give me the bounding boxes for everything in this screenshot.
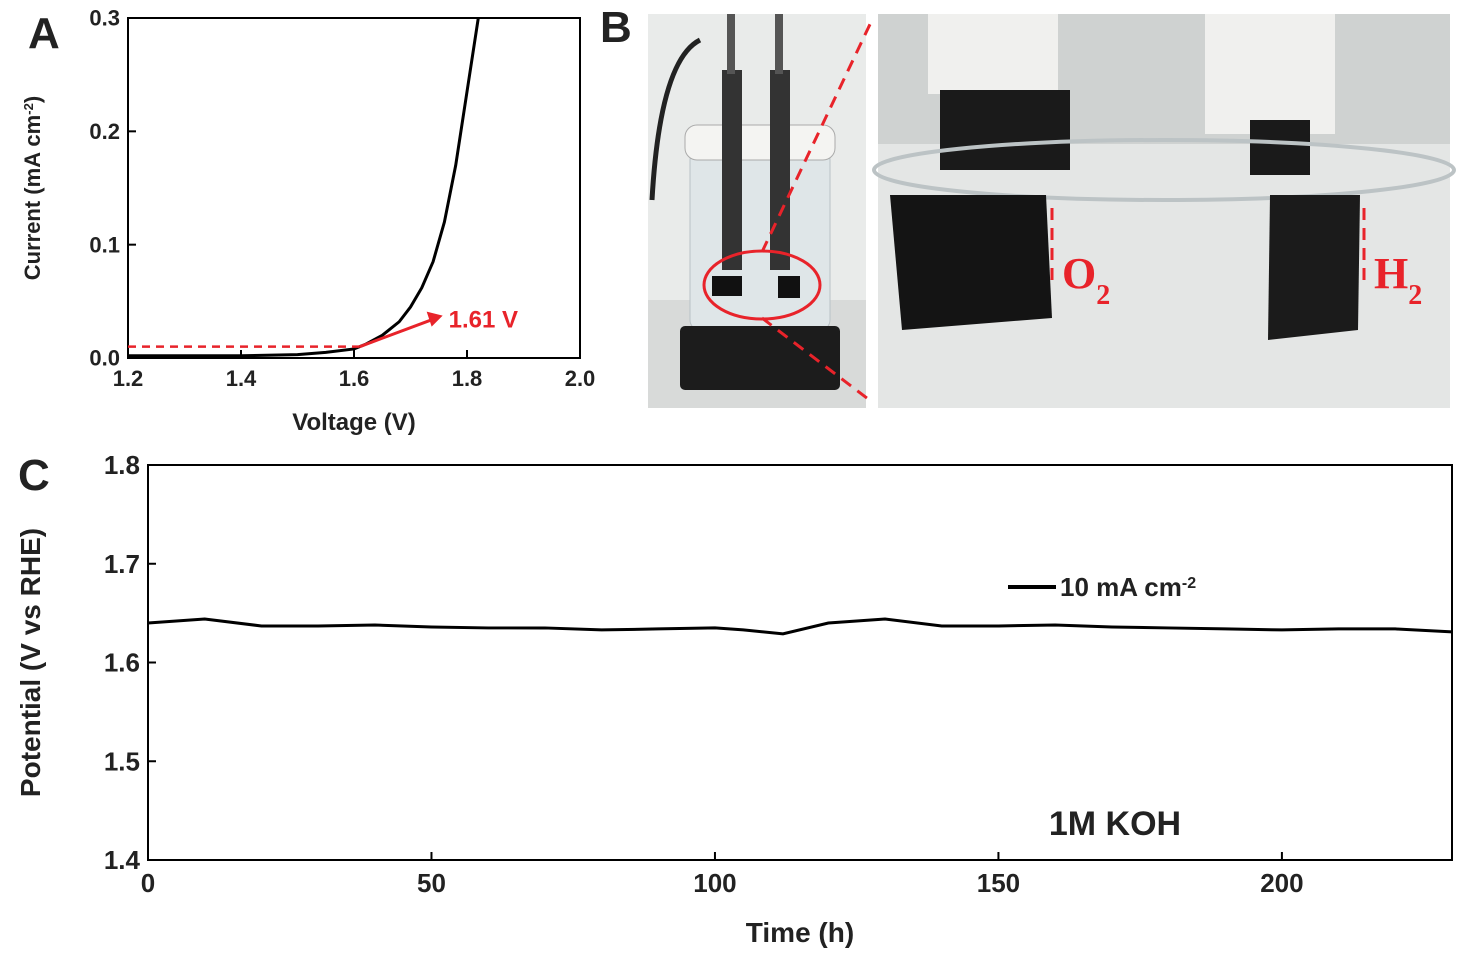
data-line [147,617,1453,636]
y-axis-label-part: ) [20,96,45,103]
zoom-lines [760,19,1366,404]
y-tick-label: 1.4 [104,845,141,875]
y-tick-label: 1.6 [104,648,140,678]
x-tick-label: 200 [1260,868,1303,898]
y-axis-label-part: Current (mA cm [20,115,45,280]
photo-left [648,14,866,408]
y-tick-label: 1.7 [104,549,140,579]
data-line [128,17,480,358]
x-tick-label: 1.2 [113,366,144,391]
label-main: O [1062,249,1096,298]
x-tick-label: 1.8 [452,366,483,391]
photo-label: H2 [1374,249,1422,311]
annotation-arrow [359,317,436,349]
y-tick-label: 0.0 [89,346,120,371]
label-sub: 2 [1408,280,1422,311]
label-main: H [1374,249,1408,298]
photo-label: O2 [1062,249,1110,311]
y-axis-label: Potential (V vs RHE) [15,528,46,797]
annotation: 1M KOH [1049,805,1181,843]
legend-text: 10 mA cm [1060,572,1182,602]
x-axis-label: Voltage (V) [292,409,416,436]
panel-label: A [28,9,60,58]
panel-label: B [600,3,632,52]
plot-frame [147,464,1453,861]
y-tick-label: 0.2 [89,119,120,144]
annotation: 1.61 V [449,307,518,334]
annotation-arrowhead [426,311,443,327]
x-tick-label: 50 [417,868,446,898]
photo-right [872,14,1456,408]
y-tick-label: 0.1 [89,232,120,257]
label-sub: 2 [1096,280,1110,311]
x-tick-label: 1.6 [339,366,370,391]
y-tick-label: 1.8 [104,450,140,480]
x-tick-label: 100 [693,868,736,898]
y-tick-label: 1.5 [104,746,140,776]
x-tick-label: 150 [977,868,1020,898]
x-tick-label: 1.4 [226,366,257,391]
panel-label: C [18,451,50,500]
legend-label: 10 mA cm-2 [1060,572,1196,602]
y-axis-label: Current (mA cm-2) [20,96,45,281]
y-axis-label-part: -2 [21,103,36,115]
y-tick-label: 0.3 [89,6,120,31]
x-tick-label: 0 [141,868,155,898]
legend-sup: -2 [1182,575,1196,592]
x-axis-label: Time (h) [746,917,854,948]
x-tick-label: 2.0 [565,366,596,391]
